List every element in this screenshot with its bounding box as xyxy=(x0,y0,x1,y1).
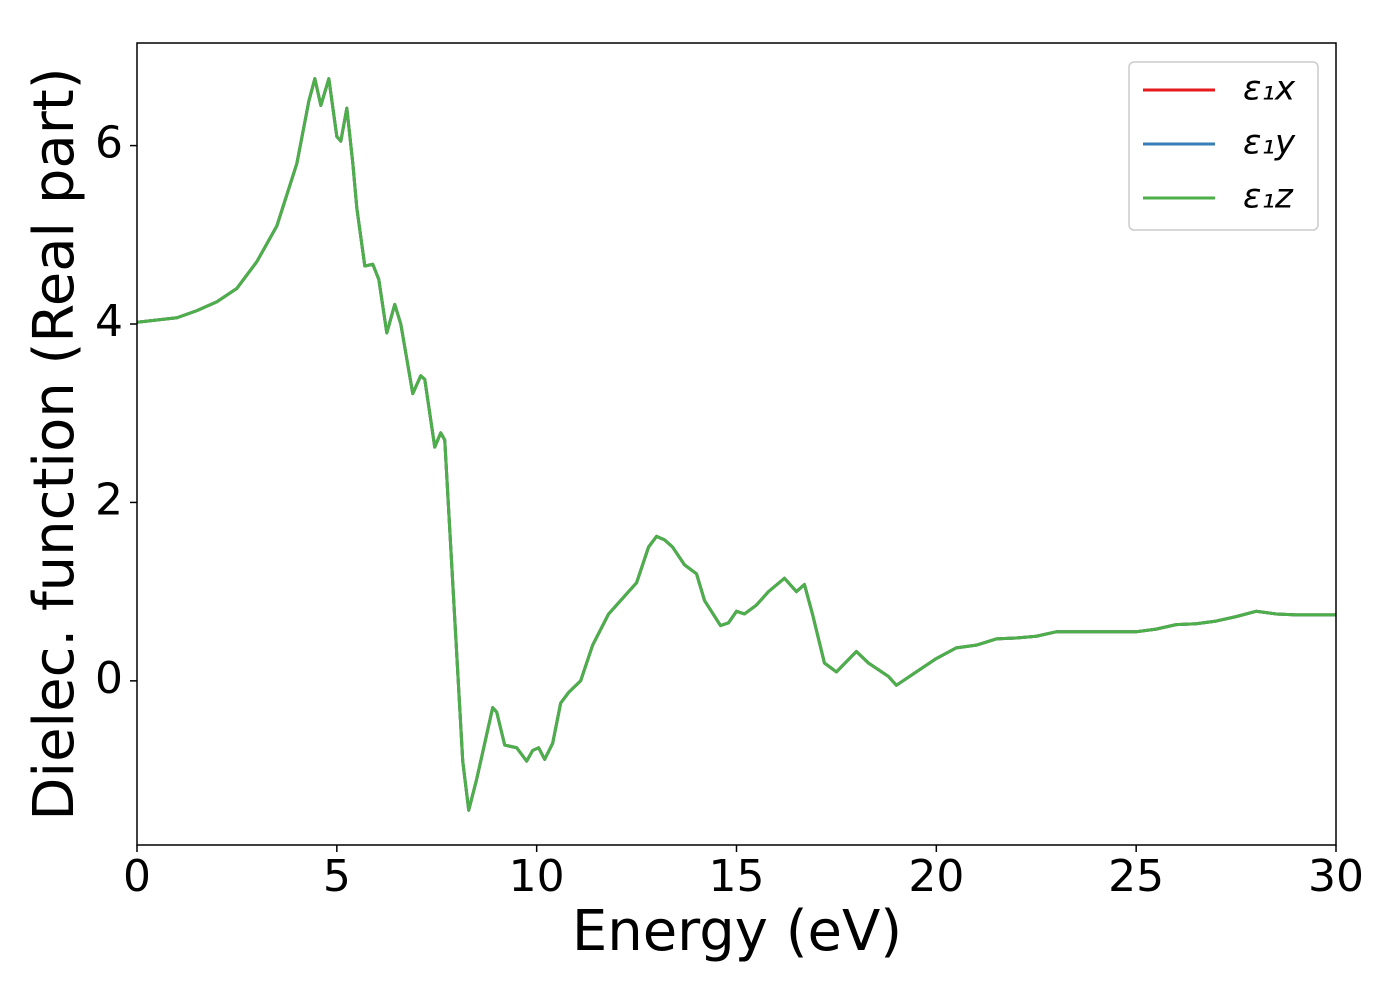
y-axis-label: Dielec. function (Real part) xyxy=(22,67,87,820)
x-tick-label: 30 xyxy=(1308,851,1364,902)
legend-label: ε₁z xyxy=(1243,177,1294,217)
y-tick-label: 6 xyxy=(95,118,123,169)
x-tick-label: 20 xyxy=(908,851,964,902)
x-axis-label: Energy (eV) xyxy=(572,899,902,964)
y-tick-label: 0 xyxy=(95,653,123,704)
x-tick-label: 0 xyxy=(123,851,151,902)
legend-label: ε₁y xyxy=(1243,123,1296,163)
plot-frame xyxy=(136,42,1337,846)
y-tick-label: 2 xyxy=(95,474,123,525)
legend-label: ε₁x xyxy=(1243,69,1296,109)
data-line xyxy=(137,77,1336,812)
x-tick-label: 25 xyxy=(1108,851,1164,902)
x-tick-label: 15 xyxy=(709,851,765,902)
x-tick-label: 5 xyxy=(323,851,351,902)
x-tick-label: 10 xyxy=(509,851,565,902)
y-tick-label: 4 xyxy=(95,296,123,347)
legend-box xyxy=(1128,61,1319,231)
